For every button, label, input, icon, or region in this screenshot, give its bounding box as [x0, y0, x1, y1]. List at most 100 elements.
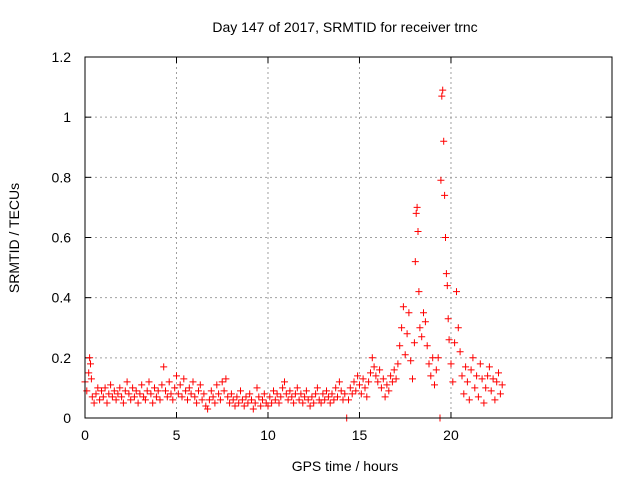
grid [85, 57, 612, 418]
data-point [110, 387, 118, 395]
data-point [98, 387, 105, 395]
data-point [447, 360, 455, 368]
data-point [368, 354, 376, 362]
data-point [96, 396, 104, 404]
data-point [416, 324, 424, 332]
data-point [87, 360, 94, 368]
y-tick-label: 0.4 [52, 290, 72, 306]
data-point [163, 393, 171, 401]
data-point [396, 342, 404, 350]
data-point [485, 363, 493, 371]
data-point [123, 378, 131, 386]
data-point [149, 399, 157, 407]
data-point [421, 318, 429, 326]
data-point [427, 372, 435, 380]
data-point [129, 384, 137, 392]
data-point [319, 390, 327, 398]
data-point [271, 396, 279, 404]
data-point [345, 396, 352, 404]
data-point [156, 396, 164, 404]
data-point [385, 387, 393, 395]
data-point [304, 396, 312, 404]
y-tick-label: 0 [63, 410, 71, 426]
data-point [284, 396, 292, 404]
data-point [116, 384, 124, 392]
data-point [376, 366, 384, 374]
data-point [107, 381, 115, 389]
data-point [202, 402, 210, 410]
data-point [251, 399, 259, 407]
data-point [392, 375, 400, 383]
data-point [85, 369, 93, 377]
data-point [238, 396, 246, 404]
data-point [438, 92, 446, 100]
data-point [411, 258, 419, 266]
data-point [356, 381, 363, 389]
data-point [231, 402, 239, 410]
data-point [440, 137, 448, 145]
data-point [493, 378, 501, 386]
data-point [463, 378, 471, 386]
data-point [255, 393, 263, 401]
data-point [193, 399, 201, 407]
data-point [491, 396, 499, 404]
data-point [469, 354, 477, 362]
data-point [198, 396, 206, 404]
data-point [377, 384, 385, 392]
data-point [213, 381, 221, 389]
data-point [334, 393, 341, 401]
data-point [253, 384, 261, 392]
data-point [381, 393, 389, 401]
data-point [451, 339, 459, 347]
data-point [495, 369, 502, 377]
data-point [482, 384, 490, 392]
y-tick-label: 1 [63, 109, 71, 125]
data-point [233, 393, 241, 401]
data-point [185, 384, 193, 392]
data-point [130, 393, 138, 401]
data-point [90, 399, 98, 407]
data-point [410, 339, 418, 347]
data-point [390, 366, 398, 374]
data-point [220, 387, 228, 395]
data-point [323, 387, 330, 395]
x-tick-label: 15 [352, 427, 368, 443]
y-tick-label: 0.8 [52, 169, 72, 185]
data-point [86, 354, 94, 362]
data-point [167, 390, 175, 398]
data-point [279, 384, 287, 392]
x-tick-label: 20 [443, 427, 459, 443]
data-point [337, 387, 345, 395]
data-point [92, 390, 100, 398]
data-point [321, 396, 329, 404]
data-point [471, 384, 479, 392]
data-point [169, 396, 177, 404]
data-point [442, 234, 449, 241]
data-point [99, 393, 107, 401]
axis-ticks: 0 0.2 0.4 0.6 0.8 1 1.2 0 5 10 15 20 [52, 49, 612, 443]
data-point [372, 372, 380, 380]
data-point [140, 393, 148, 401]
data-point [442, 270, 450, 278]
data-point [158, 381, 166, 389]
data-point [211, 399, 219, 407]
data-point [445, 336, 453, 344]
data-point [266, 393, 274, 401]
data-point [127, 396, 135, 404]
data-point [270, 387, 277, 395]
data-point [496, 390, 504, 398]
data-point [215, 390, 223, 398]
data-point [145, 378, 153, 386]
data-point [415, 288, 423, 296]
data-point [209, 393, 217, 401]
plot-frame [84, 56, 613, 419]
y-tick-label: 0.6 [52, 230, 72, 246]
x-tick-label: 10 [260, 427, 276, 443]
data-point [227, 390, 235, 398]
data-point [162, 387, 169, 395]
data-point [313, 384, 321, 392]
data-point [312, 390, 320, 398]
y-tick-label: 1.2 [52, 49, 72, 65]
data-point [332, 384, 340, 392]
